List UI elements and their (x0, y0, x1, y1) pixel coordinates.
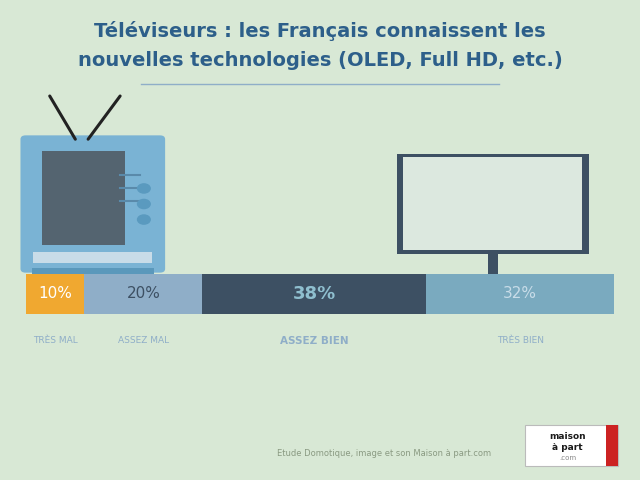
Text: maison: maison (549, 432, 586, 441)
Text: à part: à part (552, 443, 583, 452)
Bar (26, 274, 84, 314)
Text: 38%: 38% (292, 285, 336, 303)
Text: ASSEZ BIEN: ASSEZ BIEN (280, 336, 348, 346)
Text: TRÈS BIEN: TRÈS BIEN (497, 336, 544, 345)
Circle shape (137, 199, 151, 209)
Text: 32%: 32% (503, 287, 537, 301)
Text: Etude Domotique, image et son Maison à part.com: Etude Domotique, image et son Maison à p… (277, 449, 491, 458)
Bar (84, 274, 202, 314)
FancyBboxPatch shape (20, 135, 165, 273)
Text: 20%: 20% (127, 287, 160, 301)
Text: .com: .com (559, 455, 576, 461)
Circle shape (137, 183, 151, 194)
Bar (33, 252, 152, 263)
Bar (42, 152, 125, 245)
Bar (403, 157, 582, 250)
Bar (32, 268, 154, 279)
Bar (488, 253, 498, 278)
Bar (397, 154, 589, 254)
Bar (461, 277, 525, 286)
Bar (605, 425, 618, 466)
Text: ASSEZ MAL: ASSEZ MAL (118, 336, 169, 345)
Text: 10%: 10% (38, 287, 72, 301)
Bar (426, 274, 614, 314)
Bar (525, 425, 618, 466)
Text: nouvelles technologies (OLED, Full HD, etc.): nouvelles technologies (OLED, Full HD, e… (77, 50, 563, 70)
Bar (202, 274, 426, 314)
Text: TRÈS MAL: TRÈS MAL (33, 336, 77, 345)
Circle shape (137, 214, 151, 225)
Text: Téléviseurs : les Français connaissent les: Téléviseurs : les Français connaissent l… (94, 21, 546, 41)
